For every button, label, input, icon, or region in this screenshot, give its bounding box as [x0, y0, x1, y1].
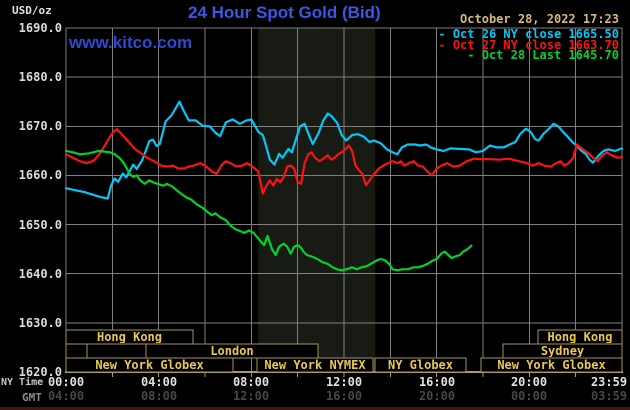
session-label-new-york-globex: New York Globex [497, 359, 606, 371]
session-label-new-york-globex: New York Globex [95, 359, 204, 371]
x-tick-gmt-20:00: 20:00 [418, 389, 456, 403]
legend-item-2: - Oct 28 Last 1645.70 [467, 48, 619, 63]
x-tick-gmt-08:00: 08:00 [140, 389, 178, 403]
chart-datetime: October 28, 2022 17:23 [460, 12, 619, 26]
y-tick-label: 1680.0 [18, 70, 62, 84]
x-tick-ny-12:00: 12:00 [325, 375, 363, 389]
x-tick-ny-20:00: 20:00 [510, 375, 548, 389]
x-tick-ny-08:00: 08:00 [232, 375, 270, 389]
legend-item-1: - Oct 27 NY close 1663.70 [438, 37, 619, 52]
x-tick-gmt-16:00: 16:00 [325, 389, 363, 403]
session-label-sydney: Sydney [540, 345, 585, 357]
y-tick-label: 1630.0 [18, 316, 62, 330]
x-tick-ny-04:00: 04:00 [140, 375, 178, 389]
bottom-border-strip [0, 407, 630, 410]
kitco-watermark: www.kitco.com [69, 33, 193, 52]
y-tick-label: 1620.0 [18, 365, 62, 379]
session-label-london: London [210, 345, 254, 357]
x-tick-gmt-00:00: 00:00 [510, 389, 548, 403]
y-axis-unit-label: USD/oz [12, 4, 52, 17]
y-tick-label: 1670.0 [18, 119, 62, 133]
session-label-hong-kong: Hong Kong [96, 331, 163, 343]
x-tick-ny-00:00: 00:00 [47, 375, 85, 389]
y-tick-label: 1650.0 [18, 218, 62, 232]
y-tick-label: 1690.0 [18, 21, 62, 35]
y-tick-label: 1640.0 [18, 267, 62, 281]
page-title: 24 Hour Spot Gold (Bid) [188, 3, 381, 22]
session-label-new-york-nymex: New York NYMEX [264, 359, 366, 371]
x-tick-gmt-04:00: 04:00 [47, 389, 85, 403]
legend-item-0: - Oct 26 NY close 1665.50 [438, 27, 619, 41]
session-label-hong-kong: Hong Kong [547, 331, 613, 343]
x-tick-gmt-03:59: 03:59 [590, 389, 628, 403]
gmt-axis-label: GMT [22, 391, 42, 404]
session-label-ny-globex: NY Globex [387, 359, 454, 371]
x-tick-gmt-12:00: 12:00 [232, 389, 270, 403]
ny-time-axis-label: NY Time [1, 377, 44, 388]
x-tick-ny-16:00: 16:00 [418, 375, 456, 389]
x-tick-ny-23:59: 23:59 [590, 375, 628, 389]
legend: - Oct 26 NY close 1665.50- Oct 27 NY clo… [438, 27, 619, 63]
y-tick-label: 1660.0 [18, 168, 62, 182]
